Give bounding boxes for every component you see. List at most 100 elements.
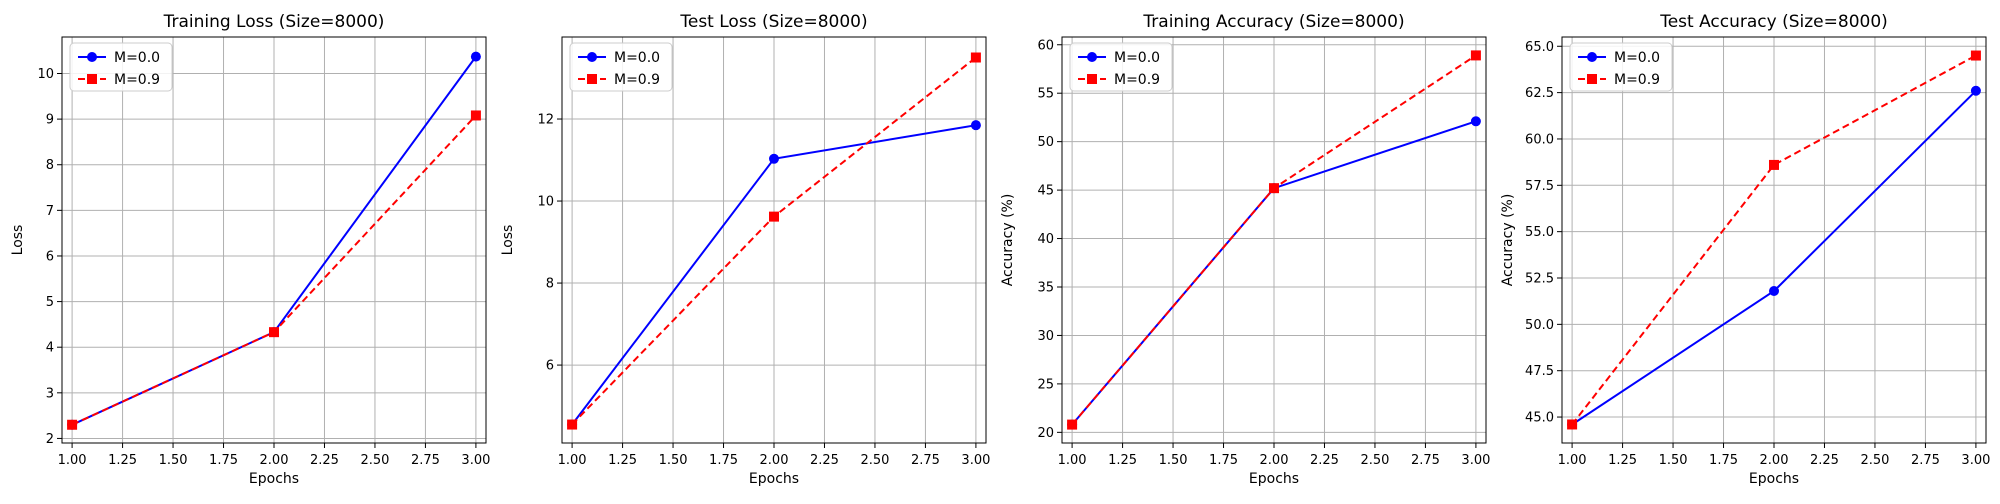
y-tick-label: 2	[46, 432, 54, 447]
y-axis-label: Accuracy (%)	[1500, 194, 1516, 287]
y-tick-label: 50.0	[1525, 318, 1554, 333]
x-tick-label: 2.00	[1260, 453, 1289, 468]
data-point	[1769, 159, 1779, 170]
x-tick-label: 2.75	[411, 453, 440, 468]
data-point	[1970, 50, 1981, 61]
data-point	[269, 327, 279, 338]
legend-label: M=0.9	[114, 72, 160, 88]
y-tick-label: 30	[1037, 329, 1054, 344]
legend: M=0.0 M=0.9	[69, 42, 173, 92]
y-tick-label: 6	[546, 359, 554, 374]
y-tick-label: 55	[1037, 87, 1054, 102]
x-tick-label: 1.75	[1209, 453, 1238, 468]
data-point	[67, 419, 78, 430]
legend-marker	[587, 52, 597, 62]
x-tick-label: 1.00	[1558, 453, 1587, 468]
y-tick-label: 52.5	[1525, 272, 1554, 287]
x-tick-label: 3.00	[461, 453, 490, 468]
y-axis-label: Accuracy (%)	[1000, 194, 1016, 287]
y-tick-label: 50	[1037, 135, 1054, 150]
x-tick-label: 2.25	[1810, 453, 1839, 468]
y-tick-label: 25	[1037, 377, 1054, 392]
legend: M=0.0 M=0.9	[1069, 42, 1173, 92]
legend-marker	[87, 74, 97, 84]
y-tick-label: 4	[46, 341, 54, 356]
data-point	[769, 153, 779, 164]
legend-label: M=0.9	[1614, 72, 1660, 88]
chart-panel: 1.00 1.25 1.50 1.75 2.00 2.25 2.50 2.75 3.00 6 8 10…	[500, 12, 990, 487]
y-axis-label: Loss	[10, 225, 26, 256]
legend-label: M=0.0	[1114, 50, 1160, 66]
legend-marker	[1587, 52, 1597, 62]
y-tick-label: 10	[537, 195, 554, 210]
legend-marker	[1087, 74, 1097, 84]
x-tick-label: 2.50	[860, 453, 889, 468]
x-tick-label: 1.75	[709, 453, 738, 468]
legend-label: M=0.9	[1114, 72, 1160, 88]
x-axis-label: Epochs	[1249, 471, 1299, 487]
y-tick-label: 6	[46, 249, 54, 264]
x-tick-label: 2.75	[1911, 453, 1940, 468]
data-point	[470, 51, 481, 62]
y-tick-label: 62.5	[1525, 86, 1554, 101]
legend-marker	[87, 52, 97, 62]
y-tick-label: 8	[546, 277, 554, 292]
chart-title: Training Accuracy (Size=8000)	[1142, 12, 1404, 32]
x-tick-label: 1.50	[159, 453, 188, 468]
data-point	[970, 52, 981, 63]
x-tick-label: 3.00	[1961, 453, 1990, 468]
data-point	[1470, 116, 1481, 127]
y-tick-label: 47.5	[1525, 364, 1554, 379]
data-point	[1470, 50, 1481, 61]
x-tick-label: 1.00	[58, 453, 87, 468]
data-point	[1769, 285, 1779, 296]
y-axis-label: Loss	[500, 225, 516, 256]
x-tick-label: 1.25	[1608, 453, 1637, 468]
legend-marker	[1087, 52, 1097, 62]
x-axis-label: Epochs	[749, 471, 799, 487]
x-tick-label: 2.25	[1310, 453, 1339, 468]
y-tick-label: 45	[1037, 184, 1054, 199]
chart-title: Training Loss (Size=8000)	[163, 12, 385, 32]
x-tick-label: 3.00	[961, 453, 990, 468]
x-axis-label: Epochs	[249, 471, 299, 487]
x-tick-label: 1.75	[209, 453, 238, 468]
x-tick-label: 1.25	[608, 453, 637, 468]
y-tick-label: 10	[37, 67, 54, 82]
y-tick-label: 45.0	[1525, 411, 1554, 426]
chart-panel: 1.00 1.25 1.50 1.75 2.00 2.25 2.50 2.75 3.00 45.0…	[1500, 12, 1990, 487]
y-tick-label: 20	[1037, 426, 1054, 441]
chart-panel: 1.00 1.25 1.50 1.75 2.00 2.25 2.50 2.75 3.00 2 3 4 5…	[10, 12, 490, 487]
x-tick-label: 2.00	[260, 453, 289, 468]
legend: M=0.0 M=0.9	[569, 42, 673, 92]
legend-marker	[587, 74, 597, 84]
data-point	[1567, 419, 1578, 430]
chart-title: Test Accuracy (Size=8000)	[1659, 12, 1888, 32]
data-point	[567, 419, 578, 430]
data-point	[470, 110, 481, 121]
y-tick-label: 57.5	[1525, 179, 1554, 194]
x-tick-label: 1.50	[1659, 453, 1688, 468]
x-tick-label: 2.25	[810, 453, 839, 468]
y-tick-label: 40	[1037, 232, 1054, 247]
x-tick-label: 1.25	[1108, 453, 1137, 468]
legend-marker	[1587, 74, 1597, 84]
x-tick-label: 1.50	[1159, 453, 1188, 468]
x-tick-label: 2.75	[911, 453, 940, 468]
data-point	[1970, 85, 1981, 96]
x-tick-label: 2.00	[1760, 453, 1789, 468]
x-tick-label: 3.00	[1461, 453, 1490, 468]
legend-label: M=0.0	[1614, 50, 1660, 66]
legend-label: M=0.0	[614, 50, 660, 66]
legend-label: M=0.9	[614, 72, 660, 88]
y-tick-label: 9	[46, 113, 54, 128]
data-point	[1067, 419, 1078, 430]
x-tick-label: 1.00	[558, 453, 587, 468]
y-tick-label: 55.0	[1525, 225, 1554, 240]
x-tick-label: 2.00	[760, 453, 789, 468]
data-point	[970, 120, 981, 131]
x-tick-label: 1.50	[659, 453, 688, 468]
y-tick-label: 65.0	[1525, 40, 1554, 55]
x-tick-label: 1.75	[1709, 453, 1738, 468]
